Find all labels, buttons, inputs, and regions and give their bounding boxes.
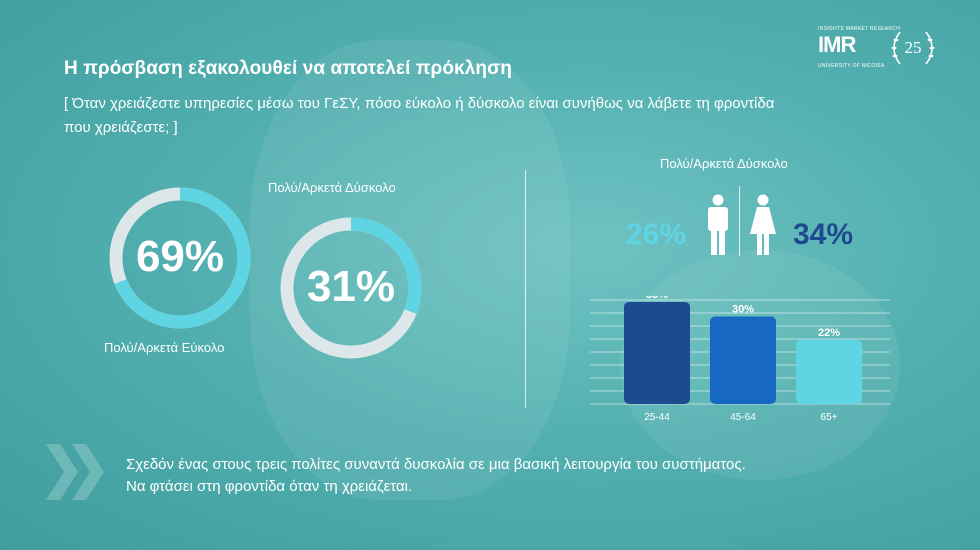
bar-45-64 [710,316,776,404]
bar-value-label: 35% [646,296,668,301]
survey-question: [ Όταν χρειάζεστε υπηρεσίες μέσω του ΓεΣ… [64,95,775,136]
laurel-icon [891,31,935,65]
section-divider [525,170,526,408]
chevron-right-icon [46,444,104,500]
category-label: 45-64 [730,412,756,423]
donut-easy-arc [109,187,251,329]
page-title: Η πρόσβαση εξακολουθεί να αποτελεί πρόκλ… [64,58,512,79]
donut-easy-label: Πολύ/Αρκετά Εύκολο [104,340,225,355]
imr-logo: INSIGHTS MARKET RESEARCH IMR UNIVERSITY … [818,26,948,72]
donut-difficult-arc [280,217,422,359]
logo-bottom-text: UNIVERSITY OF NICOSIA [818,63,885,69]
summary-line-2: Να φτάσει στη φροντίδα όταν τη χρειάζετα… [126,478,413,495]
donut-difficult-label: Πολύ/Αρκετά Δύσκολο [268,180,396,195]
anniversary-badge: 25 [890,26,936,72]
donut-difficult [280,217,422,359]
category-label: 65+ [821,412,838,423]
female-percentage: 34% [793,218,854,251]
gender-separator [739,186,740,256]
summary-line-1: Σχεδόν ένας στους τρεις πολίτες συναντά … [126,456,746,473]
summary-text: Σχεδόν ένας στους τρεις πολίτες συναντά … [126,454,926,498]
logo-main-text: IMR [818,32,856,57]
category-label: 25-44 [644,412,670,423]
bar-25-44 [624,301,690,404]
donut-difficult-value: 31% [306,262,396,311]
bar-65+ [796,339,862,404]
anniversary-number: 25 [904,38,922,57]
logo-top-text: INSIGHTS MARKET RESEARCH [818,26,901,32]
female-icon [750,194,776,255]
donut-easy [109,187,251,329]
donut-easy-value: 69% [135,232,225,281]
difficult-section-title: Πολύ/Αρκετά Δύσκολο [660,156,788,171]
age-bar-chart: 35% 25-44 30% 45-64 22% 65+ [590,296,890,423]
male-icon [708,194,728,255]
bar-value-label: 22% [818,327,840,339]
bar-value-label: 30% [732,304,754,316]
male-percentage: 26% [626,218,687,251]
